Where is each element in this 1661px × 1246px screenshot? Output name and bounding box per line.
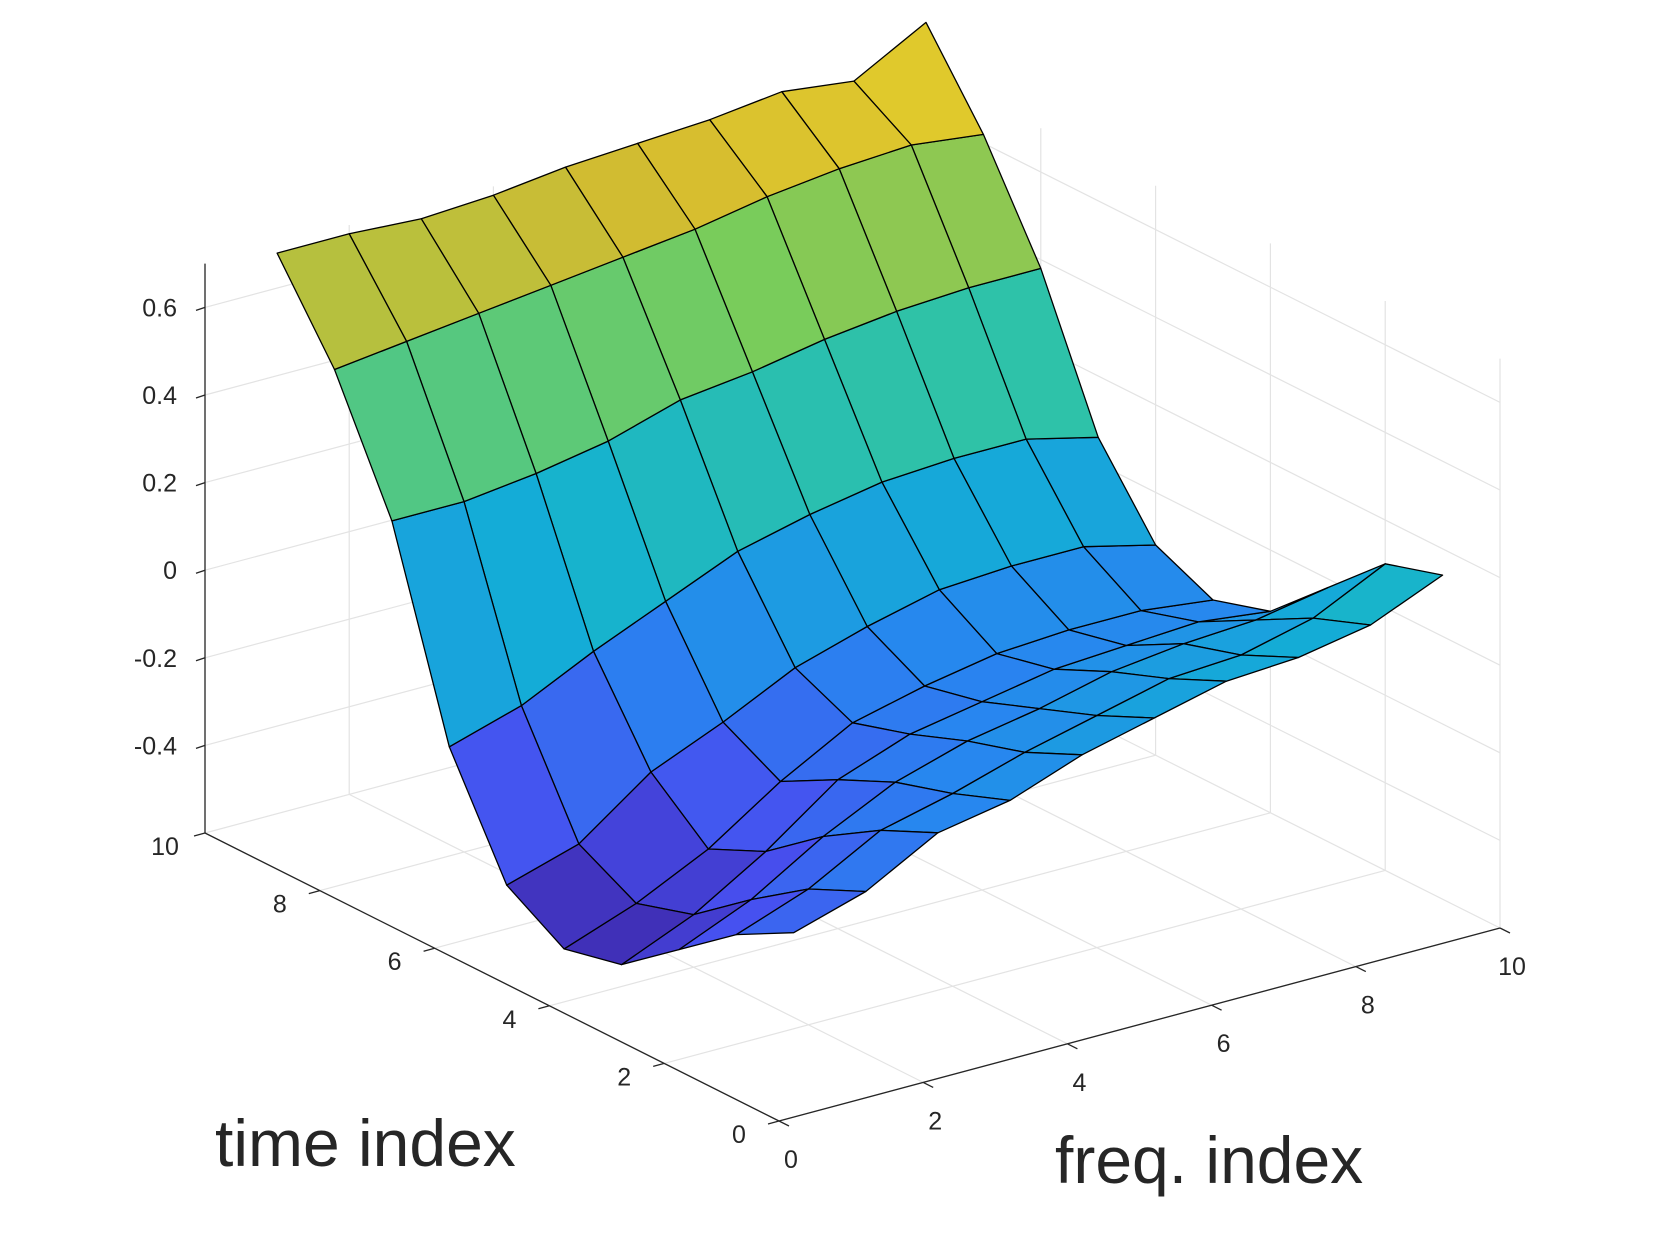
y-tick-mark bbox=[308, 889, 320, 895]
y-tick-label: 8 bbox=[273, 891, 287, 919]
z-tick-label: 0.4 bbox=[142, 382, 177, 410]
y-tick-mark bbox=[423, 947, 435, 952]
y-axis-label: time index bbox=[215, 1106, 516, 1180]
y-tick-label: 10 bbox=[151, 833, 179, 861]
y-tick-label: 6 bbox=[388, 948, 402, 976]
surface-patch bbox=[276, 233, 408, 371]
z-tick-label: 0.2 bbox=[142, 470, 177, 498]
y-tick-label: 2 bbox=[617, 1063, 631, 1091]
x-tick-mark bbox=[922, 1081, 934, 1088]
z-tick-label: -0.2 bbox=[134, 645, 177, 673]
z-tick-mark bbox=[195, 657, 206, 662]
floor-gridline-y bbox=[664, 869, 1386, 1064]
y-tick-mark bbox=[653, 1062, 665, 1068]
y-tick-mark bbox=[538, 1005, 550, 1010]
z-tick-mark bbox=[195, 744, 206, 750]
x-tick-label: 8 bbox=[1361, 992, 1375, 1020]
z-tick-mark bbox=[195, 569, 206, 574]
z-tick-mark bbox=[195, 306, 206, 312]
x-tick-mark bbox=[1355, 966, 1367, 973]
z-tick-label: 0 bbox=[163, 557, 177, 585]
z-tick-mark bbox=[195, 394, 206, 399]
wall-gridline-z bbox=[925, 113, 1501, 403]
y-tick-mark bbox=[193, 832, 206, 837]
y-tick-label: 4 bbox=[502, 1006, 516, 1034]
y-tick-mark bbox=[767, 1120, 780, 1125]
y-tick-label: 0 bbox=[732, 1121, 746, 1149]
x-tick-label: 0 bbox=[784, 1146, 798, 1174]
x-tick-label: 4 bbox=[1072, 1069, 1086, 1097]
x-tick-mark bbox=[1211, 1004, 1222, 1011]
x-tick-label: 10 bbox=[1498, 953, 1526, 981]
x-tick-mark bbox=[1067, 1043, 1078, 1050]
z-tick-label: 0.6 bbox=[142, 294, 177, 322]
z-tick-label: -0.4 bbox=[134, 732, 177, 760]
x-tick-mark bbox=[1499, 927, 1511, 934]
x-tick-label: 2 bbox=[928, 1107, 942, 1135]
floor-gridline-y bbox=[549, 812, 1271, 1007]
surface-mesh bbox=[276, 21, 1444, 966]
x-tick-mark bbox=[778, 1120, 790, 1127]
x-tick-label: 6 bbox=[1217, 1030, 1231, 1058]
y-axis-line bbox=[204, 832, 780, 1122]
z-tick-mark bbox=[195, 481, 206, 487]
x-axis-label: freq. index bbox=[1055, 1123, 1363, 1197]
x-axis-line bbox=[778, 927, 1501, 1122]
tick-labels: 0 2 4 6 8 10 0 2 4 6 8 10 -0.4 -0.2 0 0.2 0.4 0.6 bbox=[134, 294, 1526, 1174]
axis-lines bbox=[193, 263, 1511, 1127]
